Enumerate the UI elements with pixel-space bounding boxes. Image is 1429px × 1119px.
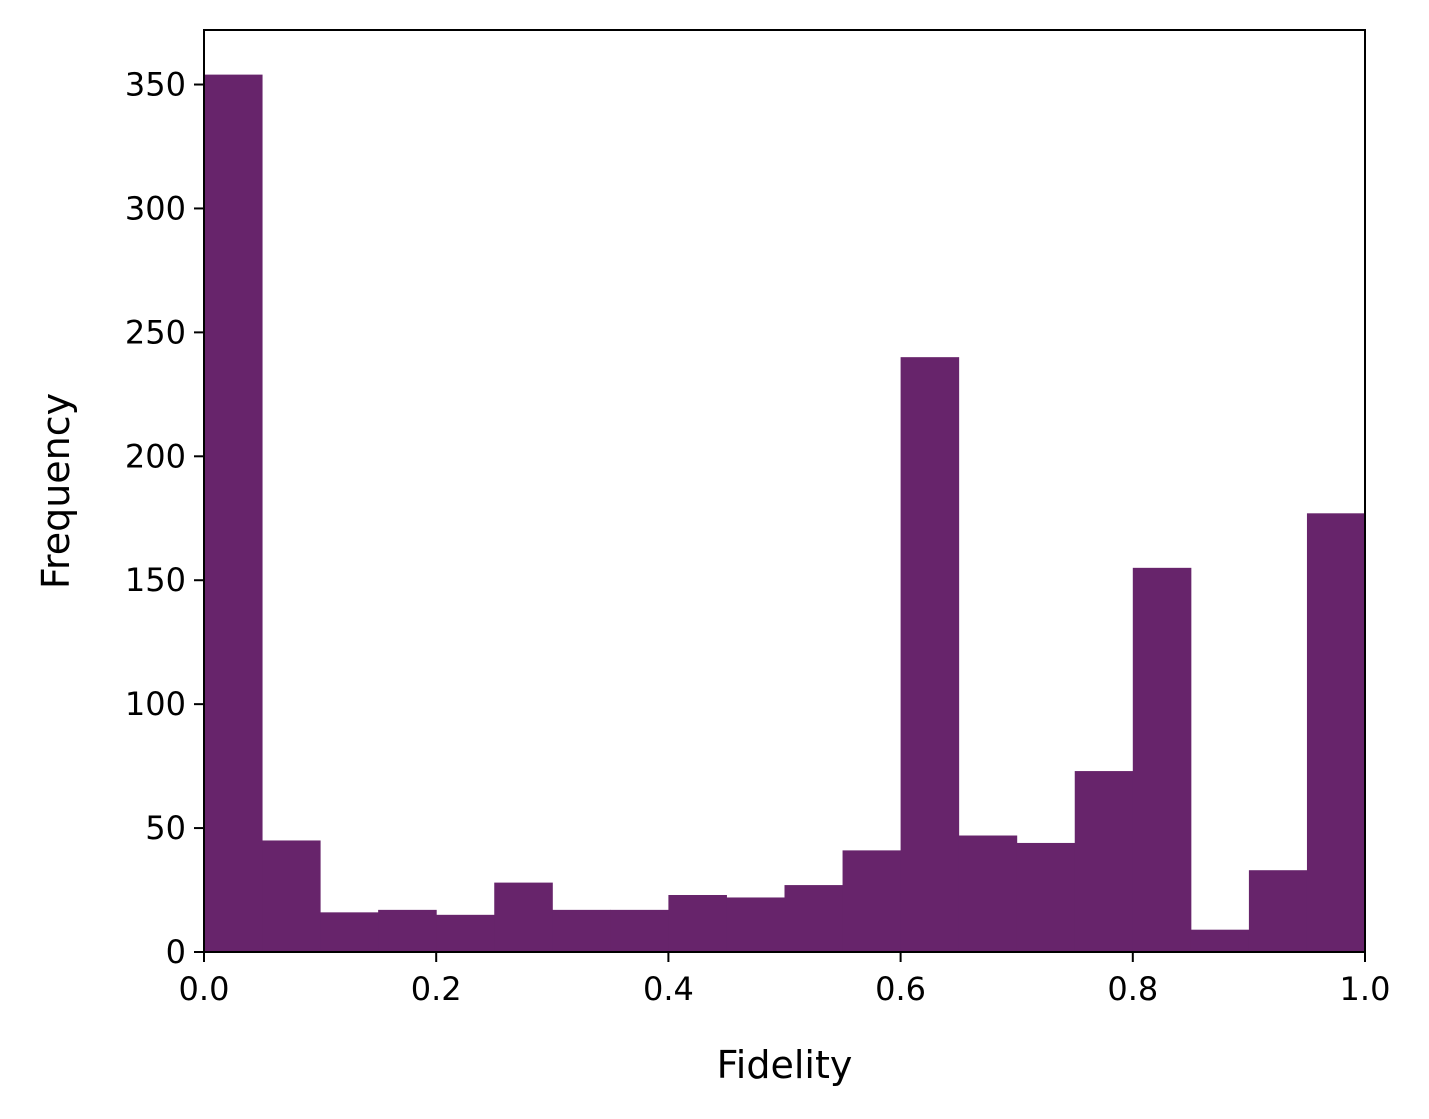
histogram-bar	[610, 909, 669, 952]
histogram-bar	[436, 914, 495, 952]
x-tick-label: 1.0	[1340, 970, 1391, 1008]
histogram-bar	[958, 835, 1018, 952]
y-tick-label: 300	[125, 189, 186, 227]
histogram-bar	[1190, 929, 1250, 952]
y-tick-label: 0	[166, 933, 186, 971]
plot-frame	[203, 29, 1366, 953]
x-tick-label: 0.2	[411, 970, 462, 1008]
histogram-bar	[204, 74, 263, 952]
y-axis-title: Frequency	[34, 393, 78, 589]
y-tick-label: 150	[125, 561, 186, 599]
histogram-bar	[1016, 842, 1076, 952]
x-tick-label: 0.8	[1107, 970, 1158, 1008]
x-axis: 0.0 0.2 0.4 0.6 0.8 1.0	[179, 952, 1391, 1008]
histogram-bar	[842, 850, 902, 952]
x-axis-title: Fidelity	[717, 1043, 853, 1087]
histogram-bar	[262, 840, 321, 952]
y-tick-label: 350	[125, 66, 186, 104]
y-axis: 0 50 100 150 200 250 300 350	[125, 66, 204, 971]
histogram-bar	[552, 909, 611, 952]
y-tick-label: 250	[125, 313, 186, 351]
histogram-bar	[378, 909, 437, 952]
histogram-bar	[1074, 771, 1134, 952]
histogram-bar	[900, 357, 960, 953]
histogram-bar	[726, 897, 785, 952]
histogram-bar	[320, 912, 379, 952]
y-tick-label: 100	[125, 685, 186, 723]
histogram-bar	[668, 894, 727, 952]
histogram-bar	[1132, 567, 1192, 952]
x-tick-label: 0.0	[179, 970, 230, 1008]
histogram-bar	[494, 882, 553, 952]
x-tick-label: 0.4	[643, 970, 694, 1008]
histogram-bar	[1248, 870, 1308, 952]
y-tick-label: 200	[125, 437, 186, 475]
histogram-bar	[1306, 513, 1366, 952]
histogram-bar	[784, 885, 844, 952]
x-tick-label: 0.6	[875, 970, 926, 1008]
bars-group	[204, 74, 1366, 953]
y-tick-label: 50	[145, 809, 186, 847]
